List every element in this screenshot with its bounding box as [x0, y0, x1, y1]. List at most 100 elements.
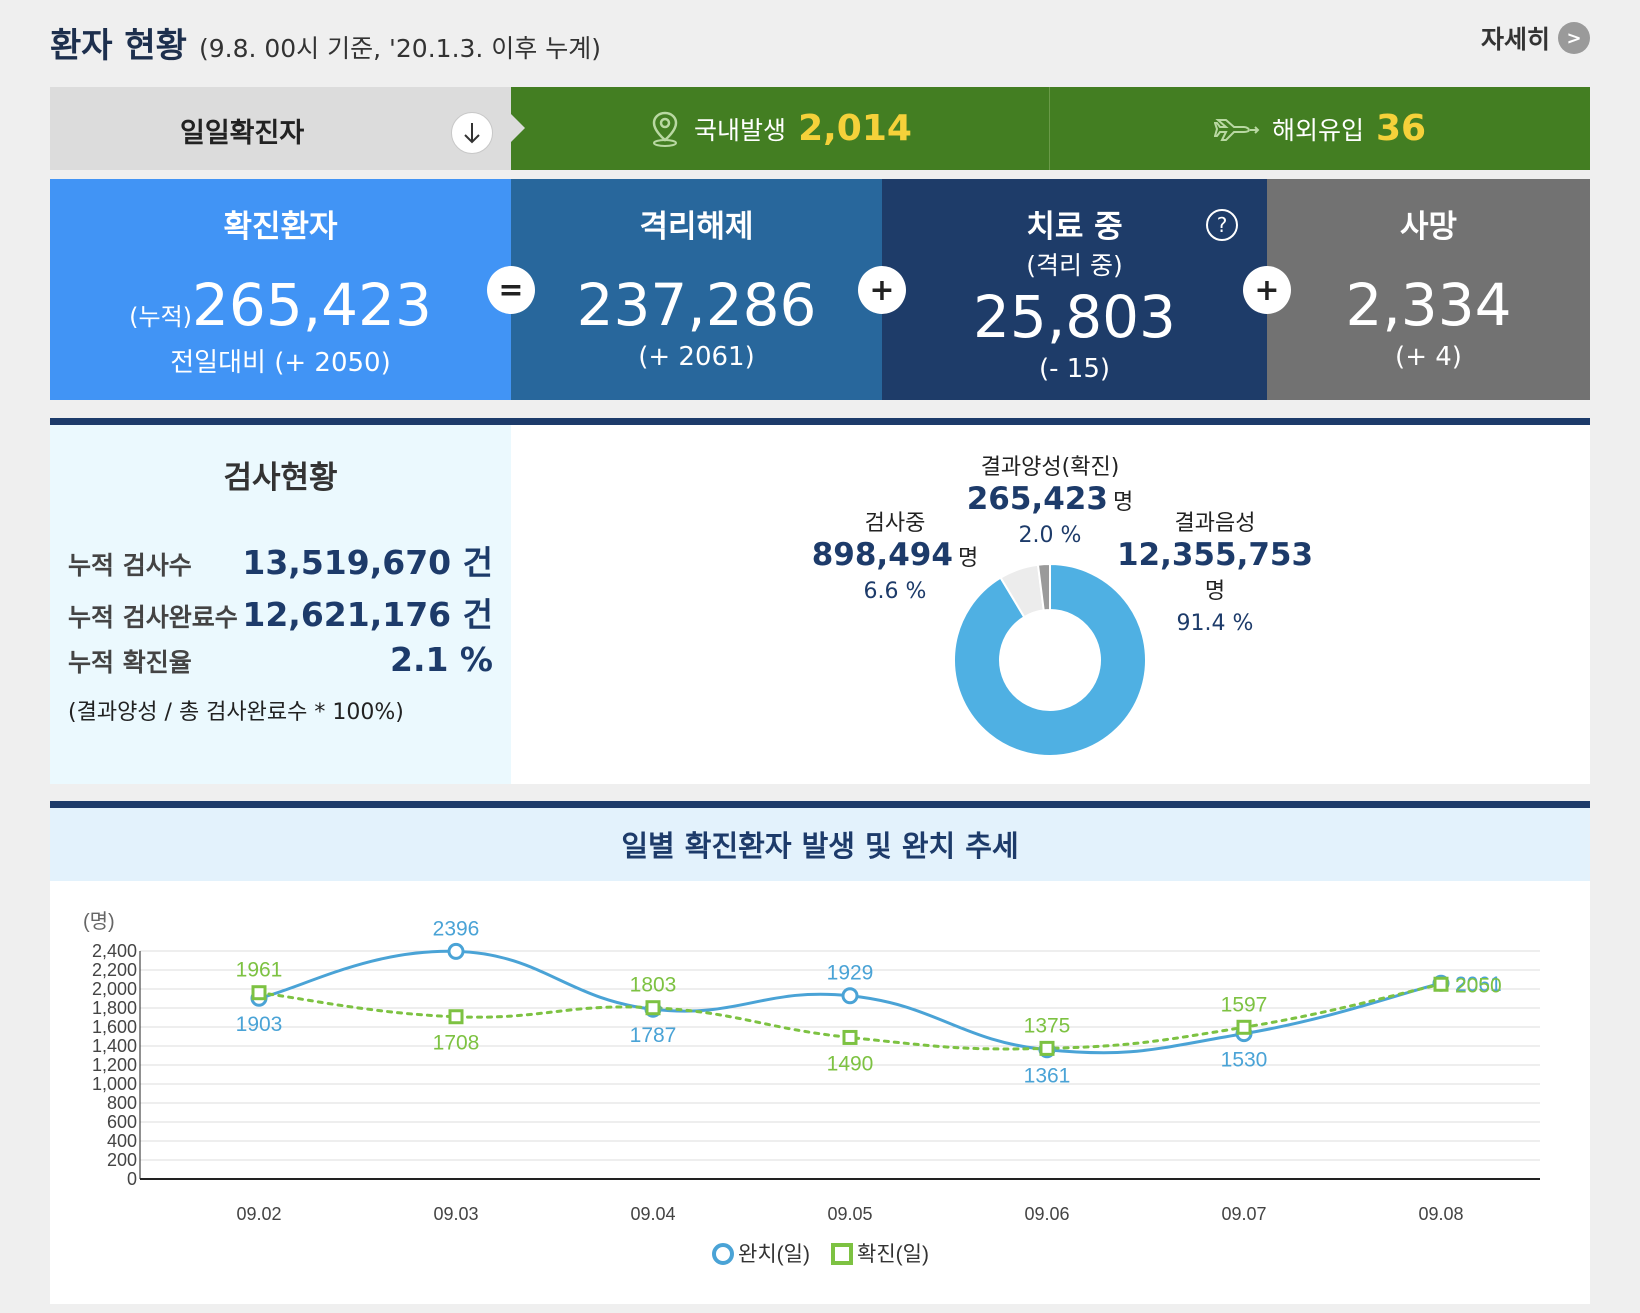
page-title-text: 환자 현황 [50, 26, 187, 66]
pie-label-testing: 검사중 898,494 명 6.6 % [800, 505, 990, 604]
data-label: 1929 [827, 962, 874, 985]
arrow-down-icon[interactable] [451, 112, 493, 154]
x-tick-label: 09.02 [236, 1204, 281, 1224]
pie-label-percent: 2.0 % [1018, 523, 1082, 548]
y-tick-label: 200 [107, 1150, 137, 1170]
y-tick-label: 0 [127, 1169, 137, 1189]
chart-legend: 완치(일) 확진(일) [712, 1243, 929, 1266]
chevron-right-icon: > [1558, 22, 1590, 54]
help-icon[interactable]: ? [1206, 209, 1238, 241]
pie-label-count: 12,355,753 [1116, 537, 1314, 573]
x-tick-label: 09.06 [1024, 1204, 1069, 1224]
test-row: 누적 확진율 2.1 % [68, 640, 493, 679]
overseas-value: 36 [1375, 108, 1427, 149]
released-title: 격리해제 [639, 209, 754, 245]
pie-label-unit: 명 [1113, 490, 1134, 515]
trend-line-chart: (명) 02004006008001,0001,2001,4001,6001,80… [83, 910, 1540, 1266]
data-label: 1803 [630, 974, 677, 997]
pie-label-percent: 91.4 % [1176, 611, 1254, 636]
domestic-label: 국내발생 [694, 115, 787, 145]
data-point [842, 1029, 858, 1045]
confirmed-title: 확진환자 [223, 209, 338, 245]
section-divider [50, 801, 1590, 808]
legend-released-icon [712, 1243, 734, 1265]
pie-label-name: 결과음성 [1174, 511, 1256, 536]
domestic-value: 2,014 [798, 108, 912, 149]
data-label: 2050 [1455, 974, 1502, 997]
y-tick-label: 600 [107, 1112, 137, 1132]
released-delta: (+ 2061) [638, 342, 755, 372]
data-label: 1597 [1221, 993, 1268, 1016]
test-row-label: 누적 확진율 [68, 648, 192, 677]
overseas-label: 해외유입 [1271, 115, 1364, 145]
pie-label-name: 결과양성(확진) [980, 455, 1120, 480]
data-label: 1530 [1221, 1049, 1268, 1072]
detail-label: 자세히 [1480, 25, 1550, 54]
y-tick-label: 800 [107, 1093, 137, 1113]
trend-header [50, 808, 1590, 881]
data-point [645, 1000, 661, 1016]
confirmed-delta: 전일대비 (+ 2050) [170, 348, 391, 378]
test-row-label: 누적 검사수 [68, 551, 192, 580]
legend-confirmed-icon [831, 1243, 853, 1265]
plus-icon: + [858, 266, 906, 314]
strip-divider [1049, 87, 1050, 170]
data-point [448, 1009, 464, 1025]
data-point [447, 942, 465, 960]
data-label: 1361 [1024, 1065, 1071, 1088]
confirmed-value: 265,423 [192, 271, 432, 339]
x-tick-label: 09.07 [1221, 1204, 1266, 1224]
y-tick-label: 1,800 [92, 998, 137, 1018]
y-tick-label: 1,600 [92, 1017, 137, 1037]
strip-pointer [511, 114, 525, 142]
data-point [1039, 1040, 1055, 1056]
plus-icon: + [1243, 266, 1291, 314]
trend-title: 일별 확진환자 발생 및 완치 추세 [621, 829, 1019, 863]
daily-overseas: 해외유입 36 [1050, 87, 1590, 170]
x-tick-label: 09.03 [433, 1204, 478, 1224]
test-row-value: 13,519,670 건 [242, 543, 493, 582]
treatment-box: 치료 중 (격리 중) 25,803 (- 15) [882, 179, 1267, 400]
test-donut-chart [953, 562, 1147, 757]
detail-link[interactable]: 자세히 > [1481, 20, 1590, 56]
death-title: 사망 [1399, 209, 1458, 245]
pie-label-percent: 6.6 % [863, 579, 927, 604]
treatment-delta: (- 15) [1038, 354, 1111, 384]
y-axis-unit: (명) [83, 910, 115, 933]
y-tick-label: 2,200 [92, 960, 137, 980]
treatment-subtitle: (격리 중) [1026, 251, 1123, 280]
released-box: 격리해제 237,286 (+ 2061) [511, 179, 882, 400]
data-label: 1787 [630, 1024, 677, 1047]
pie-label-count: 265,423 [966, 481, 1108, 517]
data-label: 1708 [433, 1032, 480, 1055]
y-tick-label: 2,000 [92, 979, 137, 999]
data-label: 2061 [1455, 973, 1502, 996]
test-row: 누적 검사완료수 12,621,176 건 [68, 588, 493, 636]
legend-confirmed-label: 확진(일) [857, 1243, 929, 1266]
page-title: 환자 현황 (9.8. 00시 기준, '20.1.3. 이후 누계) [50, 18, 601, 68]
data-point [841, 987, 859, 1005]
test-row-label: 누적 검사완료수 [68, 603, 238, 632]
pie-label-unit: 명 [958, 546, 979, 571]
confirmed-box: 확진환자 (누적) 265,423 전일대비 (+ 2050) [50, 179, 511, 400]
daily-domestic: 국내발생 2,014 [511, 87, 1049, 170]
pie-label-name: 검사중 [864, 511, 926, 536]
confirmed-value-row: (누적) 265,423 [50, 272, 511, 338]
location-pin-icon [652, 111, 678, 147]
daily-label: 일일확진자 [180, 118, 305, 149]
data-label: 1375 [1024, 1014, 1071, 1037]
pie-label-count: 898,494 [811, 537, 953, 573]
death-box: 사망 2,334 (+ 4) [1267, 179, 1590, 400]
test-title: 검사현황 [223, 460, 338, 496]
legend-released-label: 완치(일) [738, 1243, 810, 1266]
pie-slice [953, 562, 1147, 757]
equals-icon: = [487, 266, 535, 314]
test-row: 누적 검사수 13,519,670 건 [68, 536, 493, 584]
test-summary-panel [50, 425, 511, 784]
data-label: 1961 [236, 959, 283, 982]
test-note: (결과양성 / 총 검사완료수 * 100%) [68, 700, 404, 725]
page-subtitle: (9.8. 00시 기준, '20.1.3. 이후 누계) [198, 34, 602, 63]
released-value: 237,286 [576, 271, 817, 339]
data-label: 2396 [433, 917, 480, 940]
daily-confirmed-toggle[interactable]: 일일확진자 [50, 87, 511, 170]
